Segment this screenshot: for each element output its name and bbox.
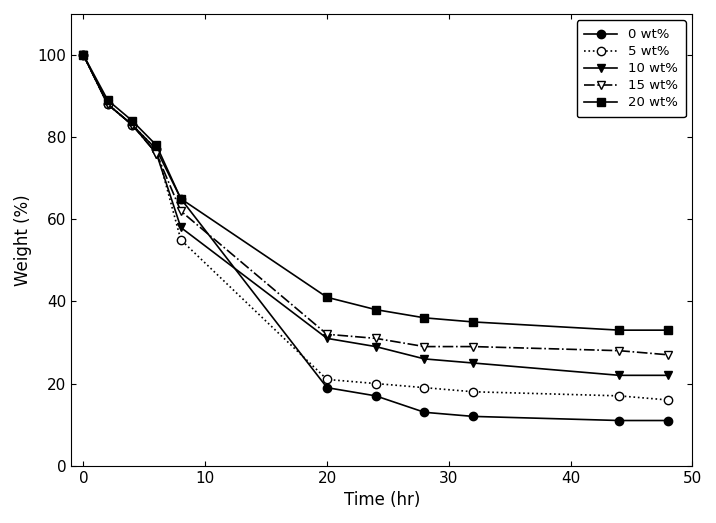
X-axis label: Time (hr): Time (hr) <box>344 491 420 509</box>
Y-axis label: Weight (%): Weight (%) <box>14 194 32 286</box>
Legend: 0 wt%, 5 wt%, 10 wt%, 15 wt%, 20 wt%: 0 wt%, 5 wt%, 10 wt%, 15 wt%, 20 wt% <box>576 20 686 117</box>
